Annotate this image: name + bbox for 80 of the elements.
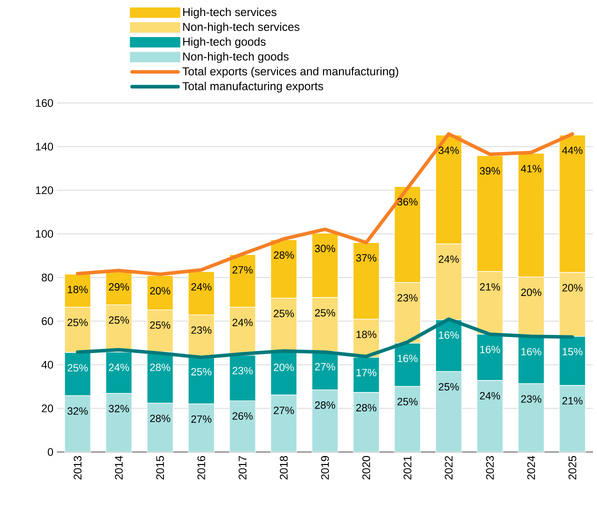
x-tick-label: 2020	[362, 456, 370, 480]
y-tick-label: 160	[36, 99, 54, 107]
y-tick-label: 60	[42, 317, 54, 326]
annotation: 28%	[150, 414, 170, 422]
annotation: 36%	[397, 198, 418, 206]
annotation: 28%	[274, 251, 294, 259]
annotation: 25%	[438, 383, 459, 391]
x-tick-label: 2013	[74, 456, 82, 480]
y-tick-label: 140	[36, 142, 54, 151]
x-tick-label: 2016	[197, 456, 206, 480]
annotation: 44%	[562, 146, 583, 154]
annotation: 24%	[191, 283, 212, 291]
annotation: 24%	[480, 392, 500, 400]
annotation: 17%	[356, 368, 376, 376]
annotation: 41%	[520, 164, 542, 172]
annotation: 20%	[274, 364, 294, 372]
x-tick-label: 2022	[444, 456, 453, 480]
annotation: 39%	[480, 167, 500, 175]
annotation: 23%	[232, 366, 253, 374]
annotation: 15%	[562, 348, 583, 356]
y-tick-label: 0	[48, 448, 54, 456]
x-tick-label: 2018	[280, 456, 288, 480]
legend-label: High-tech services	[183, 8, 276, 18]
y-tick-label: 80	[42, 274, 54, 282]
annotation: 16%	[438, 331, 459, 339]
annotation: 23%	[521, 395, 542, 403]
annotation: 26%	[232, 412, 253, 420]
annotation: 27%	[191, 415, 212, 423]
annotation: 28%	[315, 401, 336, 409]
annotation: 34%	[438, 146, 459, 154]
annotation: 25%	[68, 318, 88, 326]
x-tick-label: 2015	[156, 456, 164, 480]
legend-label: Non-high-tech goods	[183, 52, 289, 63]
x-tick-label: 2021	[404, 456, 412, 480]
legend-label: High-tech goods	[183, 37, 266, 48]
y-tick-label: 120	[36, 186, 54, 194]
x-tick-label: 2025	[568, 456, 576, 480]
annotation: 24%	[232, 318, 253, 326]
annotation: 32%	[68, 407, 88, 415]
annotation: 20%	[562, 284, 583, 292]
annotation: 28%	[150, 364, 170, 372]
annotation: 37%	[356, 254, 376, 262]
annotation: 20%	[521, 288, 542, 296]
annotation: 25%	[315, 309, 336, 317]
annotation: 16%	[521, 348, 542, 356]
annotation: 25%	[397, 398, 418, 406]
annotation: 25%	[191, 368, 212, 376]
annotation: 23%	[191, 326, 212, 334]
annotation: 25%	[274, 310, 294, 318]
annotation: 25%	[150, 321, 170, 329]
annotation: 28%	[356, 404, 376, 412]
annotation: 21%	[480, 283, 500, 291]
annotation: 21%	[562, 397, 583, 404]
annotation: 24%	[438, 255, 459, 263]
annotation: 32%	[108, 404, 129, 412]
x-tick-label: 2024	[527, 456, 536, 480]
annotation: 27%	[274, 406, 294, 414]
annotation: 27%	[315, 363, 336, 370]
legend-label: Total exports (services and manufacturing)	[182, 66, 398, 78]
y-tick-label: 20	[42, 404, 54, 412]
annotation: 29%	[108, 283, 129, 291]
annotation: 23%	[397, 294, 418, 302]
annotation: 16%	[480, 346, 500, 354]
annotation: 20%	[150, 287, 170, 295]
annotation: 30%	[314, 244, 336, 252]
legend-label: Total manufacturing exports	[182, 82, 324, 92]
annotation: 25%	[68, 364, 88, 372]
x-tick-label: 2023	[486, 456, 494, 480]
x-tick-label: 2017	[238, 456, 246, 480]
legend-label: Non-high-tech services	[183, 22, 300, 34]
annotation: 16%	[398, 354, 418, 362]
annotation: 24%	[108, 364, 129, 372]
annotation: 18%	[356, 330, 376, 338]
y-tick-label: 100	[36, 230, 54, 238]
x-tick-label: 2014	[114, 456, 123, 480]
annotation: 18%	[68, 286, 88, 294]
y-tick-label: 40	[41, 360, 54, 369]
x-tick-label: 2019	[321, 456, 329, 480]
annotation: 25%	[108, 316, 129, 324]
annotation: 27%	[232, 266, 253, 274]
